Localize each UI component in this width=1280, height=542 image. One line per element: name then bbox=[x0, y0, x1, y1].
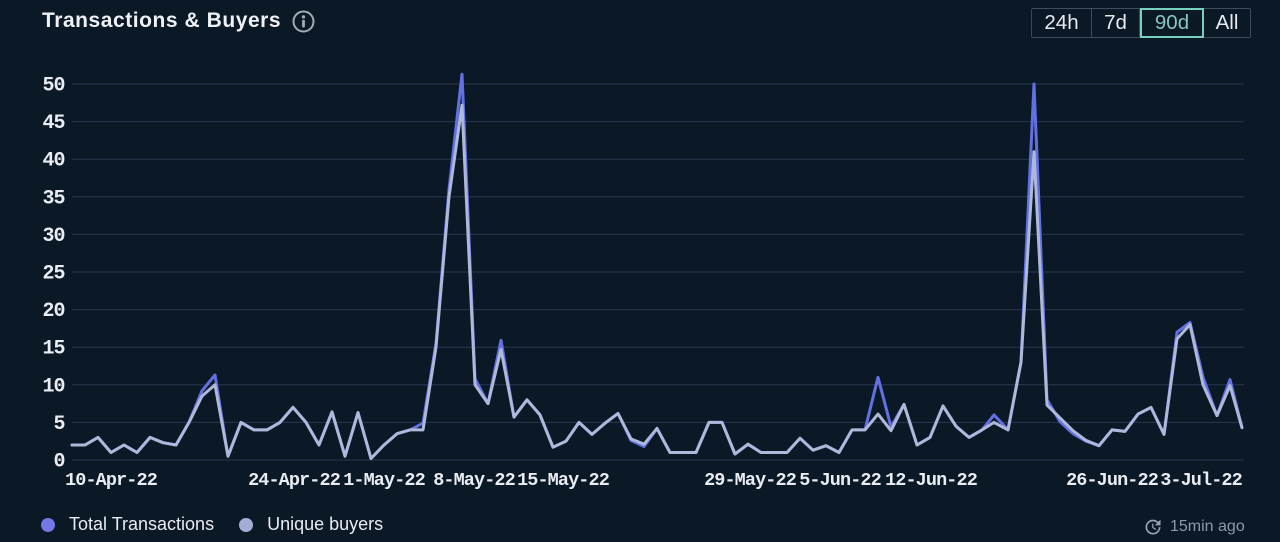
svg-text:0: 0 bbox=[53, 451, 64, 474]
svg-text:29-May-22: 29-May-22 bbox=[704, 470, 797, 491]
svg-text:3-Jul-22: 3-Jul-22 bbox=[1160, 470, 1242, 491]
svg-text:30: 30 bbox=[42, 225, 64, 248]
svg-text:10-Apr-22: 10-Apr-22 bbox=[65, 470, 158, 491]
svg-text:20: 20 bbox=[42, 300, 64, 323]
svg-text:15: 15 bbox=[42, 338, 64, 361]
svg-text:15-May-22: 15-May-22 bbox=[517, 470, 610, 491]
svg-text:24-Apr-22: 24-Apr-22 bbox=[248, 470, 341, 491]
svg-text:10: 10 bbox=[42, 375, 64, 398]
svg-text:12-Jun-22: 12-Jun-22 bbox=[885, 470, 978, 491]
svg-text:1-May-22: 1-May-22 bbox=[343, 470, 425, 491]
svg-text:5: 5 bbox=[53, 413, 64, 436]
svg-text:45: 45 bbox=[42, 112, 64, 135]
svg-text:25: 25 bbox=[42, 263, 64, 286]
svg-text:5-Jun-22: 5-Jun-22 bbox=[799, 470, 881, 491]
svg-text:50: 50 bbox=[42, 75, 64, 98]
svg-text:35: 35 bbox=[42, 187, 64, 210]
svg-text:26-Jun-22: 26-Jun-22 bbox=[1066, 470, 1159, 491]
svg-text:8-May-22: 8-May-22 bbox=[433, 470, 515, 491]
svg-text:40: 40 bbox=[42, 150, 64, 173]
